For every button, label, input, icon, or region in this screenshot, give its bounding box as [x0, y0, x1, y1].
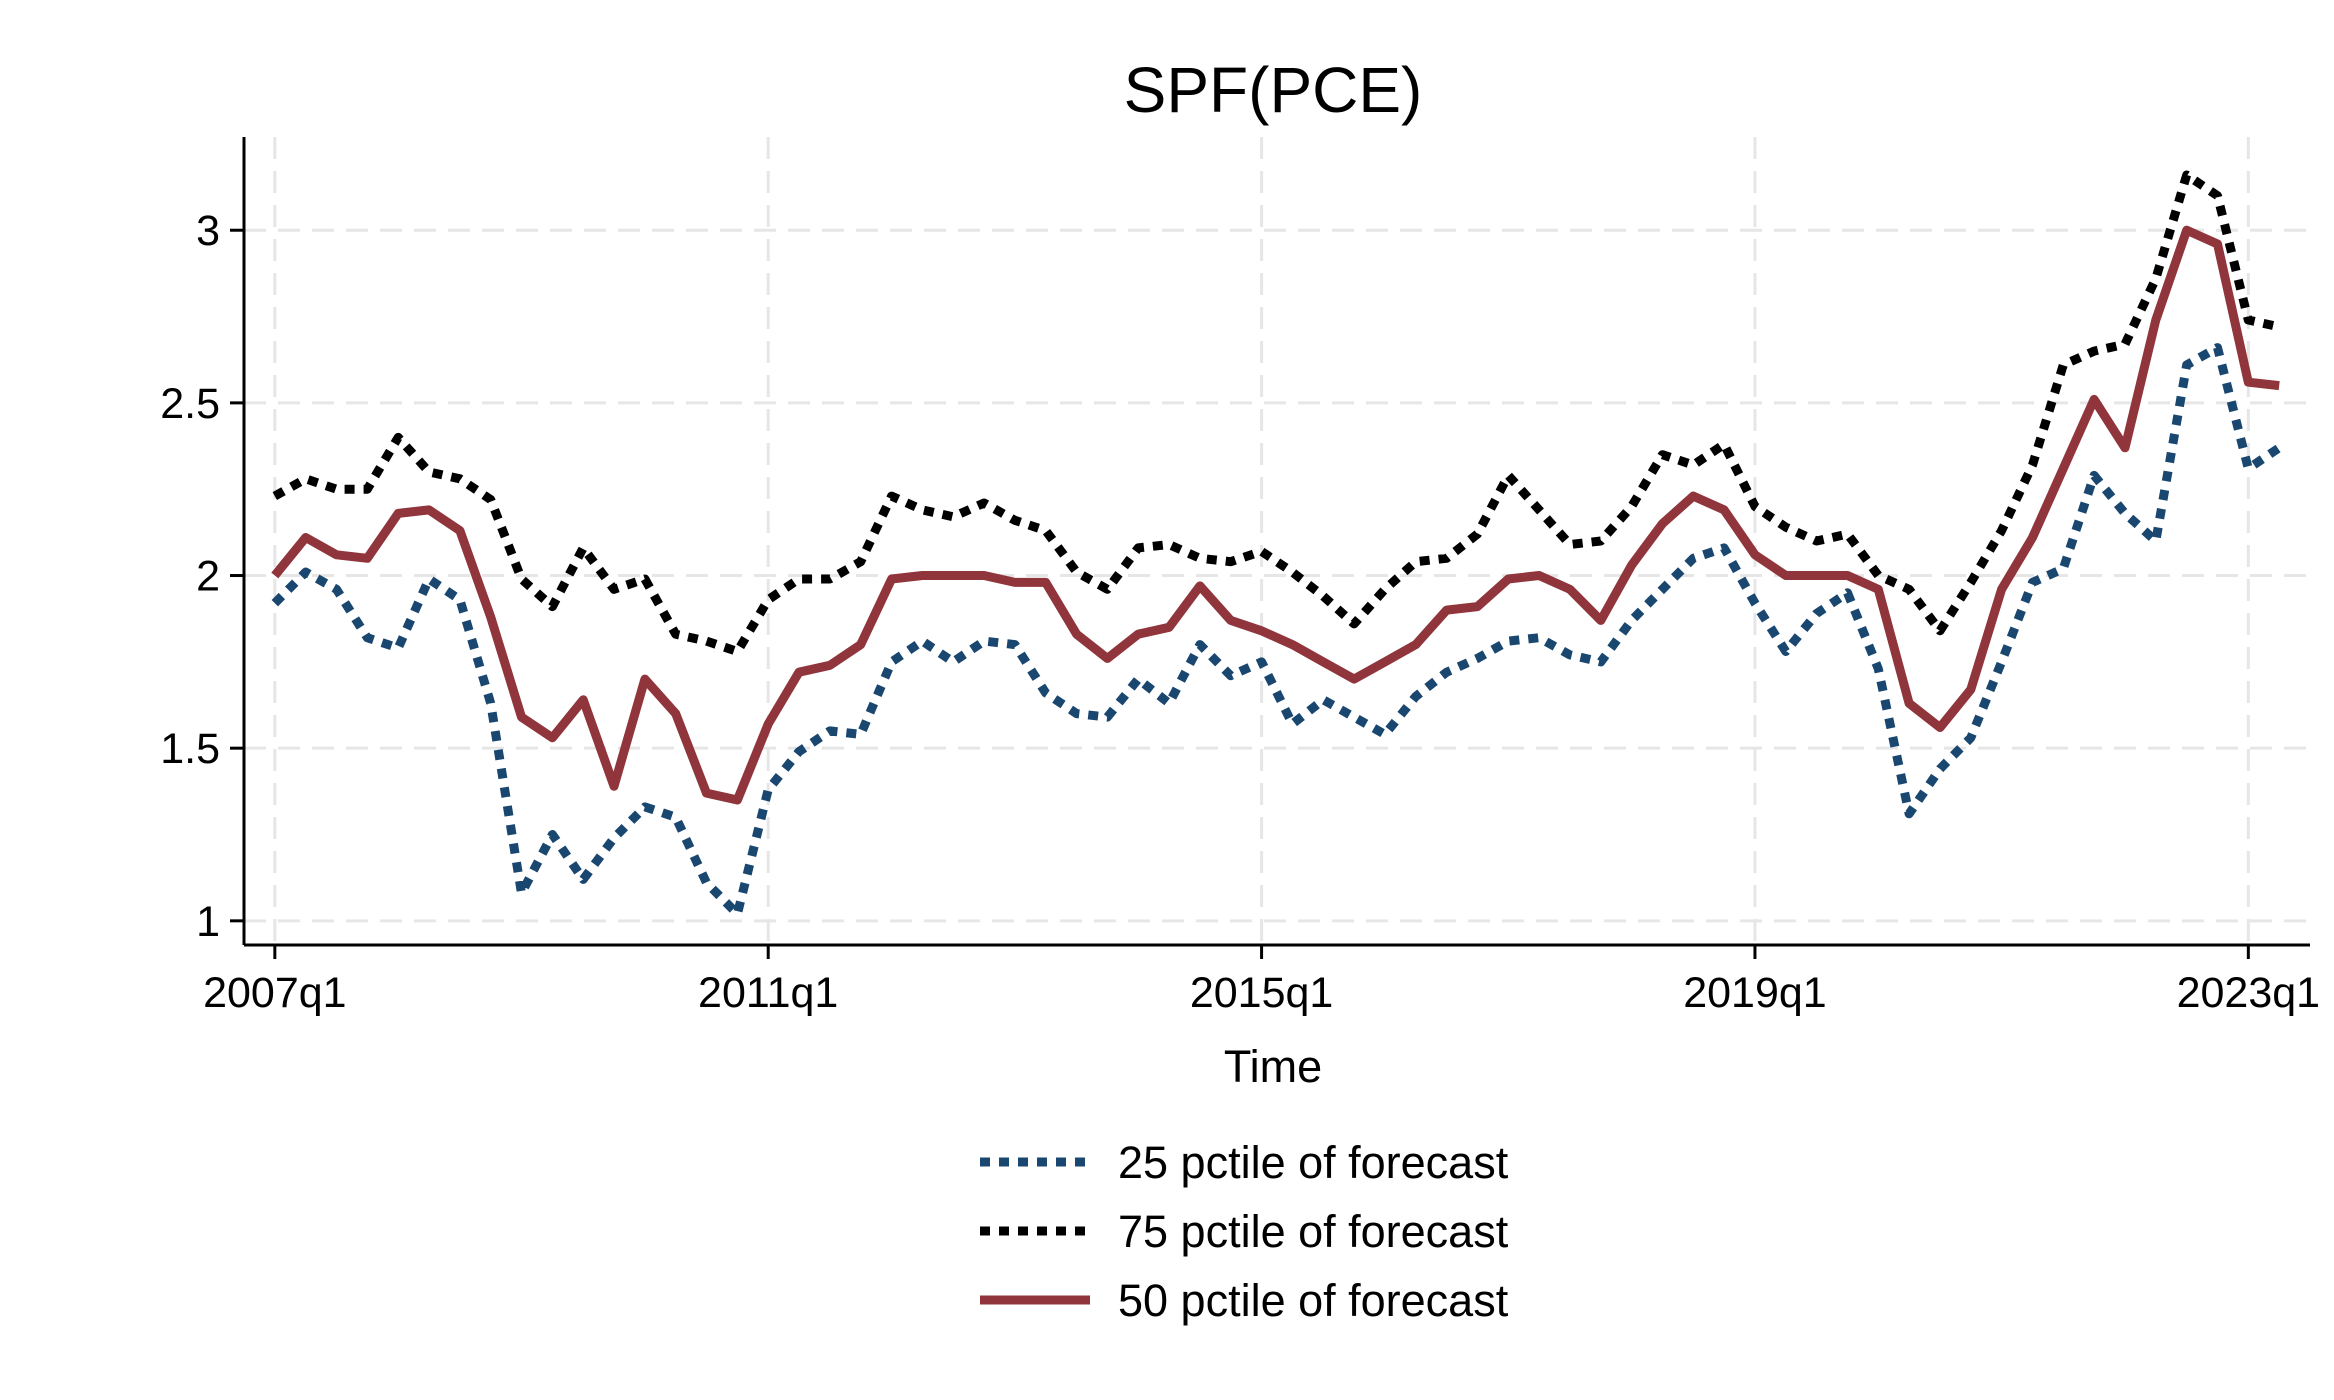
- y-tick-label: 2: [196, 553, 220, 601]
- series-line: [271, 225, 2280, 805]
- legend: 25 pctile of forecast 75 pctile of foreca…: [980, 1137, 1509, 1326]
- y-ticks: 1 1.5 2 2.5 3: [160, 207, 244, 946]
- series-line: [272, 170, 2281, 656]
- x-tick-label: 2023q1: [2177, 969, 2321, 1017]
- y-tick-label: 3: [196, 207, 220, 255]
- series-layer: [271, 170, 2282, 919]
- y-tick-label: 1: [196, 898, 220, 946]
- x-tick-label: 2019q1: [1683, 969, 1827, 1017]
- grid-layer: [244, 137, 2310, 945]
- axis-layer: [242, 137, 2310, 947]
- x-tick-label: 2011q1: [698, 969, 838, 1017]
- legend-label: 50 pctile of forecast: [1118, 1275, 1509, 1326]
- x-axis-title: Time: [1224, 1041, 1322, 1092]
- y-tick-label: 1.5: [160, 725, 220, 773]
- legend-label: 25 pctile of forecast: [1118, 1137, 1509, 1188]
- x-ticks: 2007q1 2011q1 2015q1 2019q1 2023q1: [203, 945, 2320, 1017]
- x-tick-label: 2015q1: [1190, 969, 1334, 1017]
- chart-title: SPF(PCE): [1124, 54, 1423, 126]
- y-tick-label: 2.5: [160, 380, 220, 428]
- series-line: [271, 343, 2282, 919]
- legend-label: 75 pctile of forecast: [1118, 1206, 1509, 1257]
- x-tick-label: 2007q1: [203, 969, 347, 1017]
